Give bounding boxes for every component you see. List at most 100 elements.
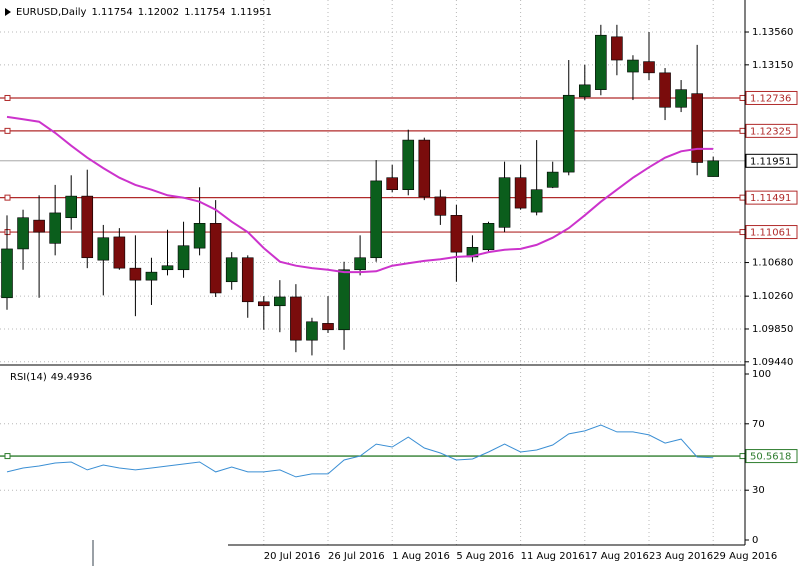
candle-body [707,160,720,177]
candle-body [450,215,463,253]
candle-body [257,301,270,307]
candle-body [595,34,607,90]
y-tick-label: 0 [752,535,758,546]
candle-body [627,59,639,73]
level-box [745,90,798,105]
price-label: 1.11951 [750,156,791,167]
chart-title: EURUSD,Daily 1.11754 1.12002 1.11754 1.11951 [16,7,272,18]
x-tick-label: 26 Jul 2016 [328,551,385,562]
candle-body [225,257,238,283]
ohlc-open: 1.11754 [91,7,132,18]
rsi-title: RSI(14) 49.4936 [10,372,92,383]
level-box [745,123,798,138]
plot: 20 Jul 2016 26 Jul 2016 1 Aug 2016 5 Aug 20… [0,0,798,562]
rsi-level-box [745,449,798,464]
candle-body [691,93,703,163]
level-handle [4,94,11,101]
level-handle [4,453,11,460]
candle-body [81,195,94,259]
ohlc-low: 1.11754 [184,7,225,18]
candle-body [498,177,511,228]
rsi-value: 49.4936 [51,372,92,383]
y-tick-label: 1.13560 [752,27,793,38]
candle-body [675,89,687,108]
candle-body [177,245,190,271]
rsi-label: RSI(14) [10,372,47,383]
candle-body [434,196,447,216]
candle-body [65,195,77,219]
candle-body [113,236,126,269]
candle-body [643,61,655,74]
candle-body [97,237,110,261]
level-box [745,190,798,205]
symbol: EURUSD,Daily [16,7,87,18]
candle-body [129,267,142,281]
x-tick-label: 11 Aug 2016 [521,551,585,562]
candle-body [290,296,302,341]
y-tick-label: 1.09850 [752,324,793,335]
candle-body [322,323,334,331]
level-handle [739,194,746,201]
candle-body [49,212,61,244]
x-tick-label: 5 Aug 2016 [456,551,514,562]
y-tick-label: 70 [752,419,765,430]
candle-body [354,257,366,271]
x-tick-label: 20 Jul 2016 [264,551,321,562]
candle-body [611,36,623,61]
candle-body [546,171,559,188]
candle-body [370,180,382,259]
candle-body [145,271,158,281]
y-tick-label: 100 [752,369,771,380]
candle-body [306,321,318,341]
rsi-line [6,424,714,478]
candle-body [402,139,415,191]
ohlc-close: 1.11951 [231,7,272,18]
candle-body [1,248,13,299]
y-tick-label: 1.10260 [752,291,793,302]
candle-body [514,177,527,209]
price-box [745,153,798,168]
x-tick-label: 17 Aug 2016 [585,551,649,562]
x-tick-label: 23 Aug 2016 [649,551,713,562]
title-marker [5,8,11,16]
candle-body [241,257,254,303]
level-handle [739,453,746,460]
candle-body [17,217,29,250]
candle-body [562,94,575,173]
y-tick-label: 1.13150 [752,60,793,71]
y-tick-label: 1.09440 [752,357,793,368]
moving-average [6,115,714,274]
level-handle [4,127,11,134]
candle-body [193,223,206,249]
level-handle [739,127,746,134]
x-tick-label: 29 Aug 2016 [713,551,777,562]
level-box [745,225,798,240]
ohlc-high: 1.12002 [138,7,179,18]
level-handle [4,194,11,201]
candle-body [418,139,431,198]
candle-body [161,265,174,271]
level-handle [739,94,746,101]
candle-body [209,223,222,294]
candle-body [482,223,495,251]
candle-body [338,269,350,331]
watermark [0,532,228,575]
level-label: 1.11061 [750,228,791,239]
y-tick-label: 30 [752,485,765,496]
y-tick-label: 1.10680 [752,258,793,269]
candle-body [578,84,591,98]
level-label: 1.11491 [750,193,791,204]
x-tick-label: 1 Aug 2016 [392,551,450,562]
candle-body [530,189,543,213]
level-handle [739,229,746,236]
level-label: 1.12736 [750,93,791,104]
candle-body [659,72,671,108]
watermark-bg [0,532,228,575]
rsi-level-label: 50.5618 [750,452,791,463]
candle-body [386,177,399,191]
candle-body [33,219,45,233]
level-label: 1.12325 [750,126,791,137]
